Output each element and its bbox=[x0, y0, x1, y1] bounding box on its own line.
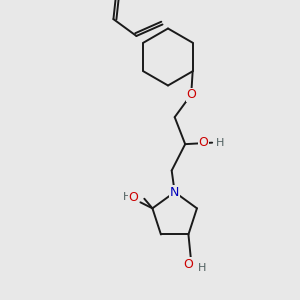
Text: H: H bbox=[122, 192, 131, 202]
Text: O: O bbox=[183, 258, 193, 271]
Text: O: O bbox=[186, 88, 196, 101]
Text: O: O bbox=[128, 191, 138, 204]
Text: O: O bbox=[199, 136, 208, 149]
Text: H: H bbox=[216, 138, 224, 148]
Text: N: N bbox=[170, 186, 179, 199]
Text: H: H bbox=[197, 263, 206, 273]
